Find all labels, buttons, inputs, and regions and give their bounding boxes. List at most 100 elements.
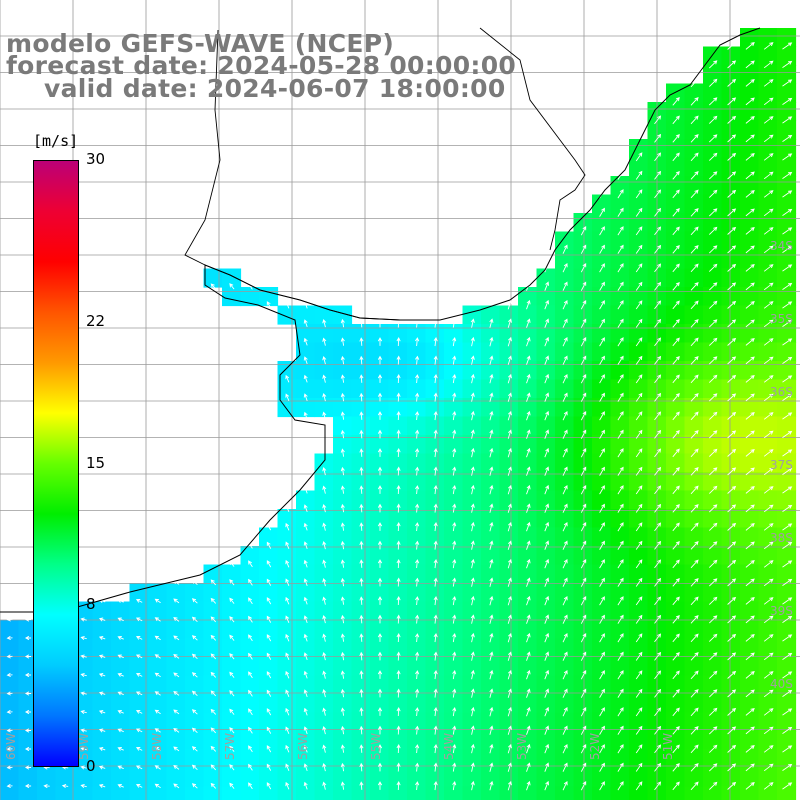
speed-cell	[333, 694, 353, 714]
speed-cell	[684, 102, 704, 122]
speed-cell	[259, 620, 279, 640]
speed-cell	[92, 675, 112, 695]
wind-arrow	[782, 486, 793, 494]
speed-cell	[592, 768, 612, 788]
speed-cell	[684, 305, 704, 325]
wind-arrow	[396, 725, 401, 735]
speed-cell	[573, 213, 593, 233]
speed-cell	[481, 416, 501, 436]
wind-arrow	[433, 392, 438, 402]
wind-arrow	[191, 635, 198, 641]
wind-arrow	[415, 411, 420, 421]
wind-arrow	[396, 448, 401, 458]
wind-arrow	[266, 708, 272, 716]
speed-cell	[666, 435, 686, 455]
speed-cell	[610, 453, 630, 473]
wind-arrow	[507, 595, 512, 606]
speed-cell	[240, 731, 260, 751]
wind-arrow	[24, 783, 32, 789]
wind-arrow	[433, 318, 438, 328]
wind-arrow	[580, 262, 587, 273]
wind-arrow	[599, 226, 605, 236]
speed-cell	[388, 416, 408, 436]
speed-cell	[259, 638, 279, 658]
wind-arrow	[340, 559, 345, 568]
wind-arrow	[210, 782, 217, 789]
speed-cell	[333, 472, 353, 492]
speed-cell	[333, 564, 353, 584]
speed-cell	[111, 768, 131, 788]
speed-cell	[407, 527, 427, 547]
wind-arrow	[599, 781, 605, 791]
wind-arrow	[396, 411, 401, 421]
wind-arrow	[654, 577, 662, 587]
wind-arrow	[690, 152, 699, 162]
wind-arrow	[154, 654, 161, 659]
speed-cell	[740, 472, 760, 492]
wind-arrow	[173, 654, 180, 659]
speed-cell	[536, 712, 556, 732]
speed-cell	[592, 472, 612, 492]
speed-cell	[555, 361, 575, 381]
wind-arrow	[727, 652, 737, 661]
speed-cell	[333, 324, 353, 344]
river-border-path	[184, 29, 401, 321]
speed-cell	[462, 768, 482, 788]
speed-cell	[536, 657, 556, 677]
wind-arrow	[396, 392, 401, 402]
speed-cell	[407, 398, 427, 418]
speed-cell	[777, 213, 797, 233]
wind-arrow	[727, 374, 737, 383]
speed-cell	[481, 342, 501, 362]
wind-arrow	[562, 262, 568, 273]
speed-cell	[684, 435, 704, 455]
wind-arrow	[763, 782, 774, 790]
speed-cell	[481, 712, 501, 732]
speed-cell	[518, 398, 538, 418]
speed-cell	[740, 194, 760, 214]
speed-cell	[740, 564, 760, 584]
wind-arrow	[708, 652, 718, 661]
speed-cell	[573, 305, 593, 325]
speed-cell	[296, 657, 316, 677]
speed-cell	[166, 601, 186, 621]
wind-arrow	[727, 134, 737, 143]
wind-arrow	[690, 670, 699, 680]
wind-arrow	[635, 596, 643, 606]
wind-arrow	[763, 504, 774, 513]
wind-arrow	[727, 467, 737, 476]
wind-arrow	[617, 281, 624, 291]
speed-cell	[758, 786, 778, 800]
speed-cell	[592, 287, 612, 307]
wind-arrow	[562, 336, 568, 347]
wind-arrow	[507, 558, 512, 569]
wind-arrow	[580, 762, 587, 772]
speed-cell	[222, 712, 242, 732]
wind-arrow	[229, 745, 235, 752]
wind-arrow	[599, 670, 605, 680]
wind-arrow	[507, 503, 512, 513]
wind-arrow	[433, 429, 438, 439]
speed-cell	[592, 398, 612, 418]
wind-arrow	[708, 60, 718, 69]
wind-arrow	[708, 448, 718, 457]
wind-arrow	[763, 634, 774, 642]
wind-arrow	[173, 728, 180, 733]
wind-arrow	[727, 744, 737, 753]
speed-cell	[388, 564, 408, 584]
speed-cell	[536, 564, 556, 584]
speed-cell	[481, 749, 501, 769]
speed-cell	[573, 361, 593, 381]
wind-arrow	[635, 688, 643, 698]
wind-arrow	[599, 374, 605, 384]
speed-cell	[573, 638, 593, 658]
speed-cell	[703, 583, 723, 603]
speed-cell	[629, 509, 649, 529]
speed-cell	[629, 749, 649, 769]
speed-cell	[555, 416, 575, 436]
speed-cell	[499, 305, 519, 325]
wind-arrow	[544, 373, 550, 384]
wind-arrow	[672, 614, 680, 624]
wind-arrow	[322, 540, 327, 550]
speed-cell	[610, 638, 630, 658]
